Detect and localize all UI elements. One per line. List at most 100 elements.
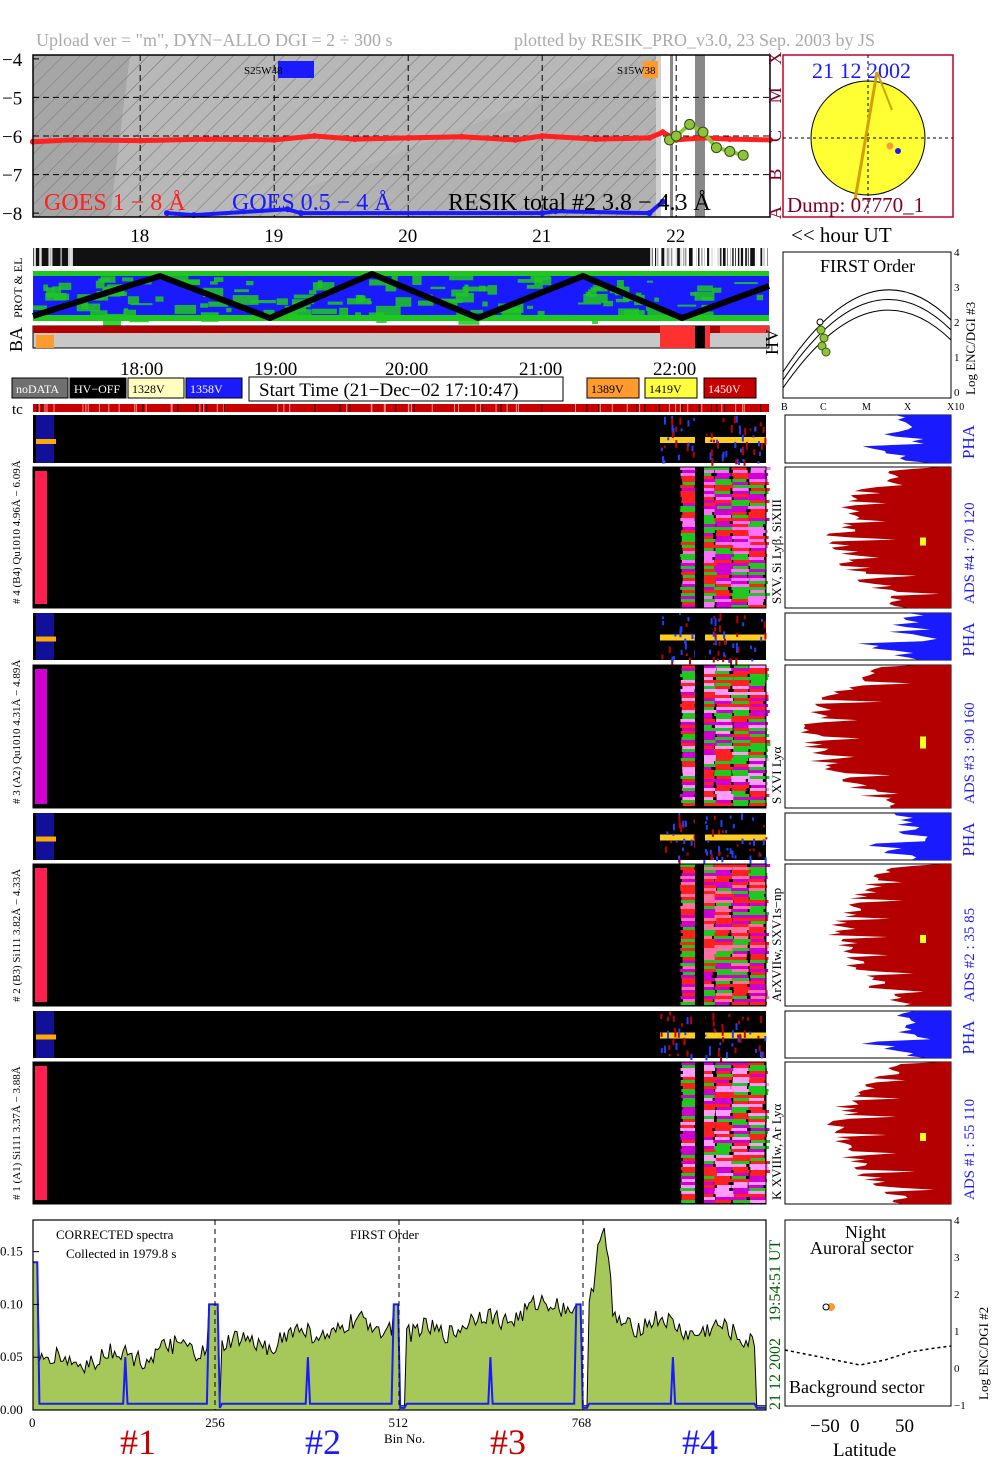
goes-y-ticks: −4 −5 −6 −7 −8 <box>2 50 39 225</box>
pha-label: PHA <box>959 822 978 857</box>
spectrum-title: FIRST Order <box>350 1227 419 1242</box>
goes-point <box>164 210 170 217</box>
latitude-y-tick: −1 <box>954 1400 966 1412</box>
sun-rotation-axis <box>853 71 879 201</box>
voltage-legend-label: 1328V <box>132 382 165 396</box>
goes-point <box>458 133 465 140</box>
first-order-y-tick: 2 <box>954 317 960 329</box>
channel-lines: K XVIIIw, Ar Lyα <box>769 1104 784 1200</box>
first-order-points <box>816 318 831 357</box>
voltage-legend-label: 1389V <box>591 382 624 396</box>
goes-point <box>684 118 696 130</box>
channel-panel: # 3 (A2) Qu1010 4.31Å − 4.89Å S XVI Lyα PH… <box>11 612 978 809</box>
first-order-curve-1 <box>782 289 952 373</box>
pha-histogram <box>862 415 951 463</box>
goes-series-line <box>32 129 771 145</box>
legend-resik: RESIK total #2 3.8 − 4.3 Å <box>448 190 712 216</box>
first-order-y-tick: 0 <box>954 387 960 399</box>
goes-class-letter: M <box>765 87 785 103</box>
status-x-tick: 22:00 <box>653 359 696 380</box>
header-left: Upload ver = "m", DYN−ALLO DGI = 2 ÷ 300… <box>36 30 392 50</box>
goes-point <box>204 136 211 143</box>
pha-heatmap <box>33 1011 766 1058</box>
spectrum-channel-labels: #1 #2 #3 #4 <box>120 1422 718 1462</box>
voltage-legend-swatch <box>586 377 640 399</box>
channel-label: # 4 (B4) Qu1010 4.96Å − 6.09Å <box>11 460 23 604</box>
tc-strip <box>33 404 769 412</box>
latitude-x-tick: 0 <box>850 1416 860 1437</box>
first-order-y-tick: 3 <box>954 282 960 294</box>
latitude-y-tick: 0 <box>954 1363 960 1375</box>
status-x-tick: 18:00 <box>120 359 163 380</box>
latitude-point-open <box>822 1303 830 1311</box>
goes-y-tick: −8 <box>2 204 22 225</box>
channel-label: # 2 (B3) Si111 3.82Å − 4.33Å <box>11 869 23 1002</box>
channel-lines: SXV, Si Lyβ, SiXIII <box>769 499 784 604</box>
latitude-x-tick: −50 <box>810 1416 840 1437</box>
pha-histogram <box>857 613 951 660</box>
voltage-legend-label: 1419V <box>649 382 682 396</box>
first-order-title: FIRST Order <box>820 256 915 276</box>
spectrum-channel-label: #4 <box>682 1422 718 1462</box>
goes-y-tick: −6 <box>2 127 22 148</box>
voltage-legend-label: HV−OFF <box>74 382 120 396</box>
spectrum-channel-label: #1 <box>120 1422 156 1462</box>
spectral-heatmap <box>33 864 766 1006</box>
el-strip <box>33 248 769 266</box>
goes-marker-2-label: S15W38 <box>617 65 656 77</box>
voltage-legend: noDATA HV−OFF 1328V 1358V 1389V 1419V 1450V <box>11 377 757 399</box>
goes-point <box>405 134 412 141</box>
ba-label: BA <box>6 327 26 352</box>
spectrum-x-tick: 512 <box>389 1415 409 1430</box>
tc-label: tc <box>12 402 23 418</box>
pha-histogram <box>861 1011 951 1058</box>
goes-point <box>539 210 546 217</box>
first-order-x-tick: M <box>862 402 871 413</box>
first-order-x-tick: X <box>904 402 912 413</box>
ads-label: ADS #2 : 35 85 <box>962 908 978 1002</box>
channel-panels: # 4 (B4) Qu1010 4.96Å − 6.09Å SXV, Si Lyβ… <box>11 414 978 1205</box>
latitude-y-tick: 3 <box>954 1252 960 1264</box>
voltage-legend-swatch <box>185 377 243 399</box>
goes-point <box>726 136 733 143</box>
goes-point <box>298 210 304 217</box>
status-x-tick: 20:00 <box>385 359 428 380</box>
ads-histogram <box>827 864 951 1006</box>
latitude-y-tick: 2 <box>954 1289 960 1301</box>
sun-flare-marker-orange <box>886 142 894 150</box>
pha-label: PHA <box>959 622 978 657</box>
goes-class-letter: C <box>765 130 785 142</box>
pha-heatmap <box>33 415 766 463</box>
goes-point <box>697 126 709 138</box>
pha-label: PHA <box>959 424 978 459</box>
goes-point <box>271 136 278 143</box>
hv-label: HV <box>762 329 782 355</box>
channel-lines: ArXVIIw, SXV1s−np <box>769 888 784 1002</box>
goes-class-letters: X M C B A <box>765 52 785 219</box>
channel-label: # 1 (A1) Si111 3.37Å − 3.88Å <box>11 1066 23 1200</box>
spectral-heatmap <box>33 665 766 808</box>
pha-histogram <box>868 813 951 860</box>
spectral-heatmap <box>33 1062 766 1204</box>
status-x-tick: 21:00 <box>519 359 562 380</box>
latitude-y-tick: 1 <box>954 1326 960 1338</box>
header-right: plotted by RESIK_PRO_v3.0, 23 Sep. 2003 … <box>514 30 875 50</box>
goes-x-ticks: 18 19 20 21 22 <box>130 226 685 247</box>
el-strip-ticks <box>33 248 770 266</box>
start-time: Start Time (21−Dec−02 17:10:47) <box>259 380 518 401</box>
goes-point <box>284 206 291 213</box>
legend-goes-1-8: GOES 1 − 8 Å <box>44 190 186 216</box>
goes-point <box>646 210 653 217</box>
goes-point <box>539 133 546 139</box>
latitude-auroral: Auroral sector <box>810 1238 913 1258</box>
goes-y-tick: −4 <box>2 50 23 71</box>
goes-x-tick: 22 <box>666 226 685 247</box>
voltage-legend-swatch <box>644 377 698 399</box>
goes-point <box>646 134 653 141</box>
latitude-panel: Night Auroral sector Background sector −… <box>784 1215 991 1461</box>
goes-series <box>30 118 773 219</box>
voltage-legend-swatch <box>69 377 127 399</box>
legend-goes-05-4: GOES 0.5 − 4 Å <box>232 190 392 216</box>
spectrum-channel-label: #3 <box>490 1422 526 1462</box>
